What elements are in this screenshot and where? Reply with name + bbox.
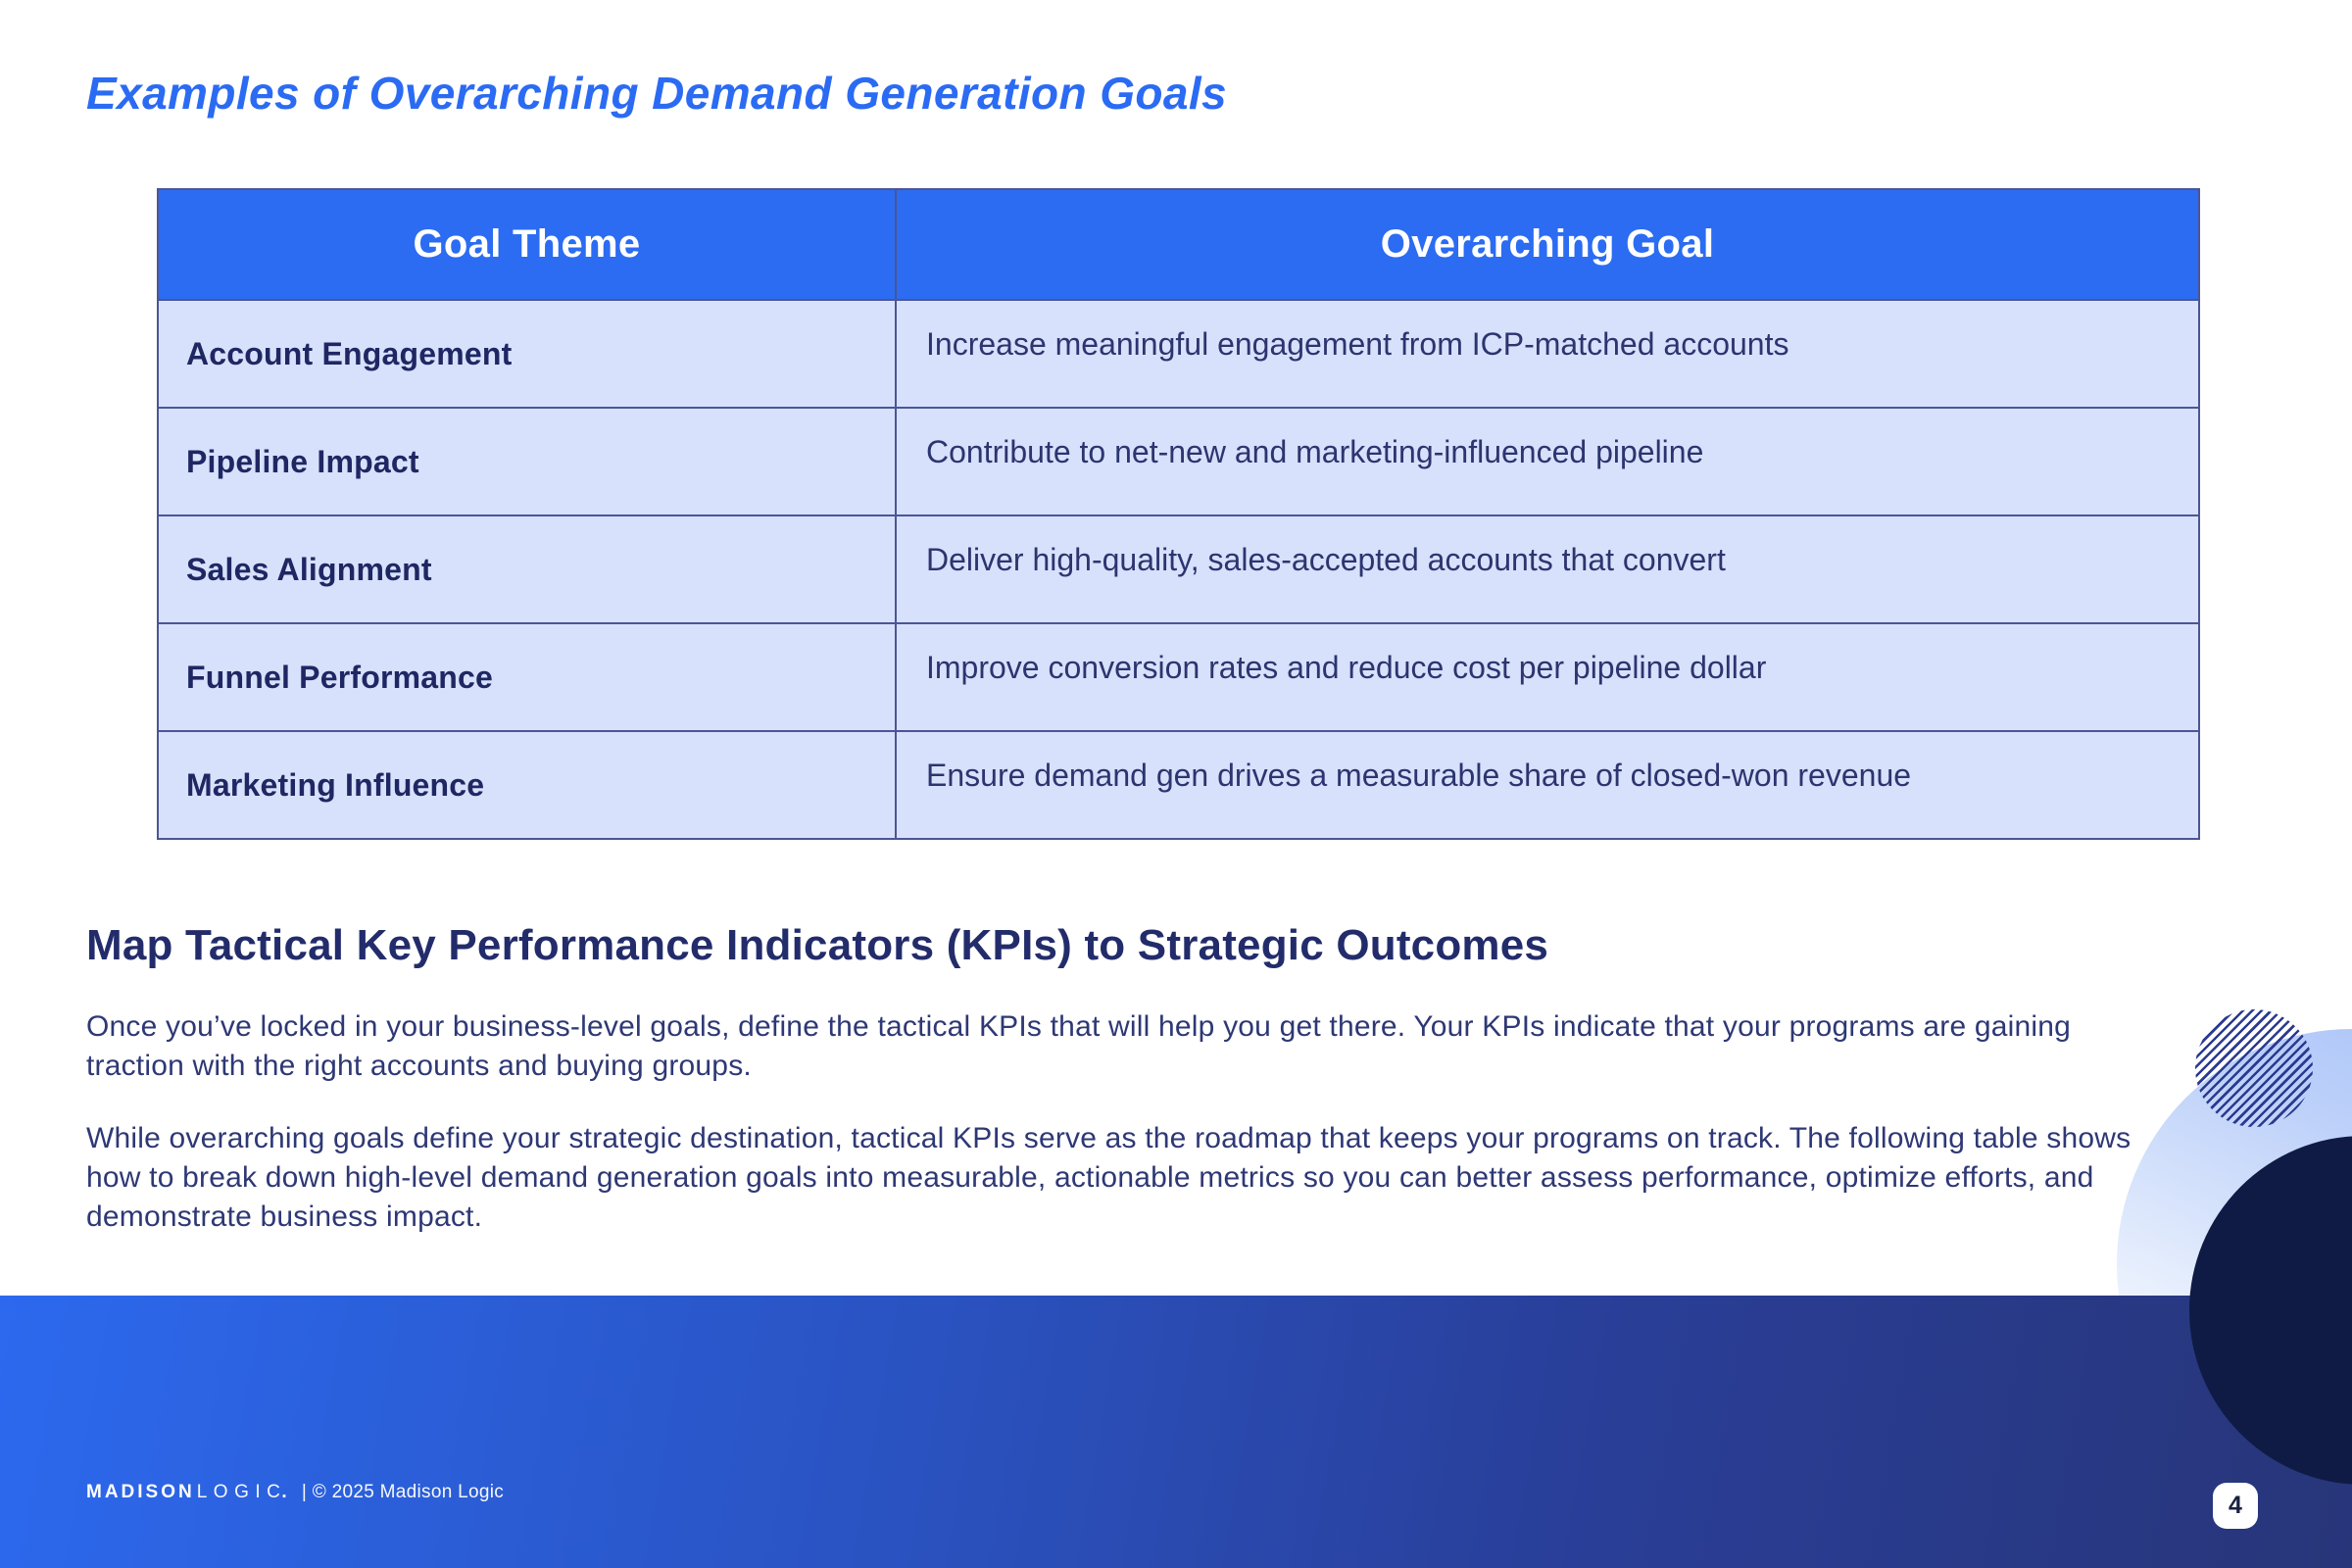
- table-row: Marketing Influence Ensure demand gen dr…: [157, 730, 2200, 840]
- table-row: Pipeline Impact Contribute to net-new an…: [157, 407, 2200, 516]
- overarching-goal-cell: Increase meaningful engagement from ICP-…: [895, 299, 2200, 409]
- page-number-text: 4: [2229, 1492, 2242, 1519]
- header-row: Goal Theme Overarching Goal: [157, 188, 2200, 301]
- table-row: Account Engagement Increase meaningful e…: [157, 299, 2200, 409]
- goal-theme-cell: Marketing Influence: [157, 730, 897, 840]
- goals-table-header: Goal Theme Overarching Goal: [157, 188, 2200, 301]
- goal-theme-cell: Pipeline Impact: [157, 407, 897, 516]
- body-paragraph-1: Once you’ve locked in your business-leve…: [86, 1010, 2072, 1082]
- table-row: Sales Alignment Deliver high-quality, sa…: [157, 514, 2200, 624]
- goals-table: Goal Theme Overarching Goal Account Enga…: [157, 188, 2200, 840]
- column-header-goal-theme: Goal Theme: [157, 188, 897, 301]
- goal-theme-cell: Funnel Performance: [157, 622, 897, 732]
- goal-text: Improve conversion rates and reduce cost…: [926, 649, 1767, 685]
- column-header-overarching-goal: Overarching Goal: [895, 188, 2200, 301]
- goal-text: Ensure demand gen drives a measurable sh…: [926, 757, 1912, 793]
- goal-text: Increase meaningful engagement from ICP-…: [926, 325, 1789, 362]
- madison-logic-logo: MADISON LOGIC. | © 2025 Madison Logic: [86, 1482, 504, 1503]
- logo-logic-text: LOGIC: [196, 1482, 287, 1502]
- body-paragraph-2: While overarching goals define your stra…: [86, 1122, 2132, 1233]
- copyright-text: | © 2025 Madison Logic: [301, 1482, 505, 1502]
- goal-theme-cell: Sales Alignment: [157, 514, 897, 624]
- goal-text: Contribute to net-new and marketing-infl…: [926, 433, 1704, 469]
- footer-band: [0, 1296, 2352, 1568]
- overarching-goal-cell: Deliver high-quality, sales-accepted acc…: [895, 514, 2200, 624]
- table-row: Funnel Performance Improve conversion ra…: [157, 622, 2200, 732]
- overarching-goal-cell: Contribute to net-new and marketing-infl…: [895, 407, 2200, 516]
- section-heading: Map Tactical Key Performance Indicators …: [86, 921, 1549, 969]
- logo-period: .: [281, 1482, 287, 1502]
- decorative-striped-circle: [2195, 1009, 2313, 1127]
- goal-text: Deliver high-quality, sales-accepted acc…: [926, 541, 1726, 577]
- page-title: Examples of Overarching Demand Generatio…: [86, 68, 1228, 119]
- logo-madison-text: MADISON: [86, 1482, 195, 1502]
- overarching-goal-cell: Ensure demand gen drives a measurable sh…: [895, 730, 2200, 840]
- page-number-badge: 4: [2213, 1483, 2258, 1529]
- goal-theme-cell: Account Engagement: [157, 299, 897, 409]
- overarching-goal-cell: Improve conversion rates and reduce cost…: [895, 622, 2200, 732]
